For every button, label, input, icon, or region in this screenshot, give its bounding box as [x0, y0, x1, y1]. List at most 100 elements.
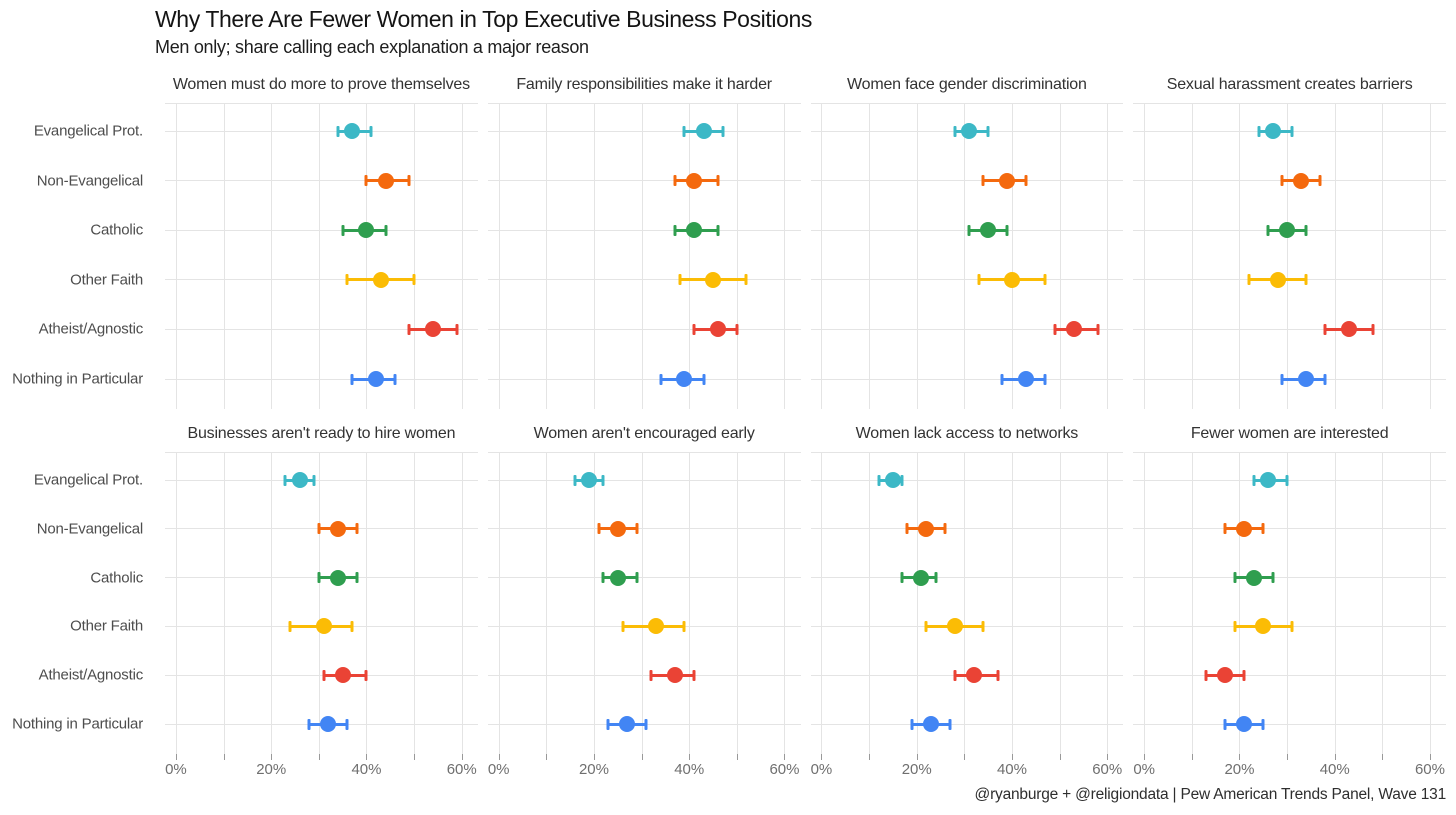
x-axis-tick — [1107, 754, 1109, 760]
gridline-horizontal — [810, 103, 1124, 104]
error-bar-cap-high — [644, 718, 648, 730]
gridline-horizontal — [165, 229, 478, 231]
data-point-dot — [377, 172, 394, 189]
error-bar-cap-high — [345, 718, 349, 730]
facet-panel-col: Women lack access to networks 0% 20% 40% 60… — [810, 425, 1124, 780]
error-bar-cap-low — [317, 523, 321, 535]
error-bar-cap-high — [986, 125, 990, 137]
x-axis-tick-label: 20% — [256, 761, 287, 778]
error-bar-cap-high — [1242, 669, 1246, 681]
gridline-vertical — [223, 103, 225, 409]
x-axis-tick — [366, 754, 368, 760]
error-bar-cap-high — [312, 474, 316, 486]
x-axis-tick-label: 20% — [1224, 761, 1255, 778]
error-bar-cap-high — [735, 323, 739, 335]
data-point-dot — [961, 123, 978, 139]
error-bar-cap-low — [900, 572, 904, 584]
y-axis-label: Evangelical Prot. — [33, 471, 143, 489]
gridline-vertical — [784, 452, 786, 754]
data-point-dot — [1003, 271, 1020, 288]
gridline-vertical — [1287, 103, 1289, 409]
gridline-horizontal — [810, 180, 1124, 182]
x-axis-tick-label: 40% — [674, 761, 705, 778]
error-bar-cap-low — [350, 373, 354, 385]
error-bar-cap-low — [1280, 373, 1284, 385]
error-bar-cap-high — [981, 620, 985, 632]
x-axis: 0% 20% 40% 60% — [488, 754, 801, 780]
y-axis-label: Non-Evangelical — [36, 172, 143, 190]
error-bar-cap-high — [721, 125, 725, 137]
x-axis-tick-label: 40% — [996, 761, 1027, 778]
gridline-vertical — [821, 452, 823, 754]
panel-title: Women lack access to networks — [855, 425, 1079, 442]
panel-plot-area — [487, 452, 801, 754]
gridline-horizontal — [810, 723, 1124, 725]
gridline-horizontal — [1133, 328, 1446, 330]
error-bar-cap-low — [597, 523, 601, 535]
gridline-vertical — [736, 103, 738, 409]
x-axis-tick-label: 20% — [578, 761, 609, 778]
error-bar-cap-high — [682, 620, 686, 632]
y-axis-label: Catholic — [90, 569, 143, 587]
facet-panel-col: Family responsibilities make it harder — [487, 76, 801, 409]
gridline-vertical — [1011, 452, 1013, 754]
data-point-dot — [922, 716, 939, 732]
x-axis-tick — [689, 754, 691, 760]
gridline-horizontal — [1133, 674, 1446, 676]
gridline-vertical — [366, 103, 368, 409]
gridline-vertical — [1144, 452, 1146, 754]
gridline-vertical — [1429, 103, 1431, 409]
error-bar-cap-low — [649, 669, 653, 681]
gridline-horizontal — [165, 130, 478, 132]
data-point-dot — [705, 271, 722, 288]
gridline-vertical — [546, 103, 548, 409]
error-bar-cap-high — [1290, 620, 1294, 632]
x-axis-tick — [175, 754, 177, 760]
gridline-horizontal — [487, 452, 801, 453]
x-axis-tick — [1239, 754, 1241, 760]
error-bar-cap-low — [1000, 373, 1004, 385]
error-bar-cap-low — [322, 669, 326, 681]
gridline-vertical — [498, 103, 500, 409]
gridline-vertical — [641, 452, 643, 754]
gridline-vertical — [689, 452, 691, 754]
error-bar-cap-low — [606, 718, 610, 730]
gridline-horizontal — [165, 103, 478, 104]
panel-plot-area — [487, 103, 801, 409]
x-axis-tick — [1287, 754, 1289, 760]
x-axis-tick-label: 60% — [446, 761, 477, 778]
data-point-dot — [329, 569, 346, 586]
gridline-horizontal — [487, 130, 801, 132]
gridline-horizontal — [810, 479, 1124, 481]
x-axis-tick — [593, 754, 595, 760]
gridline-horizontal — [1133, 528, 1446, 530]
error-bar-cap-low — [307, 718, 311, 730]
data-point-dot — [1279, 222, 1296, 239]
error-bar-cap-low — [573, 474, 577, 486]
gridline-vertical — [1239, 452, 1241, 754]
gridline-vertical — [223, 452, 225, 754]
gridline-horizontal — [810, 528, 1124, 530]
y-axis-label: Evangelical Prot. — [33, 122, 143, 140]
error-bar-cap-high — [1005, 224, 1009, 236]
error-bar-cap-low — [1204, 669, 1208, 681]
x-axis-tick — [1059, 754, 1061, 760]
gridline-vertical — [1059, 452, 1061, 754]
error-bar-cap-low — [1223, 523, 1227, 535]
x-axis: 0% 20% 40% 60% — [165, 754, 478, 780]
panel-plot-area — [810, 103, 1124, 409]
data-point-dot — [965, 667, 982, 684]
x-axis-tick — [271, 754, 273, 760]
panel-title: Women face gender discrimination — [847, 76, 1087, 93]
error-bar-cap-low — [910, 718, 914, 730]
data-point-dot — [1298, 371, 1315, 387]
error-bar-cap-high — [716, 175, 720, 187]
x-axis-tick — [461, 754, 463, 760]
panel-title: Women must do more to prove themselves — [172, 76, 470, 93]
error-bar-cap-low — [967, 224, 971, 236]
x-axis-tick — [546, 754, 548, 760]
data-point-dot — [1065, 321, 1082, 338]
gridline-horizontal — [165, 180, 478, 182]
data-point-dot — [884, 472, 901, 488]
gridline-horizontal — [810, 378, 1124, 380]
